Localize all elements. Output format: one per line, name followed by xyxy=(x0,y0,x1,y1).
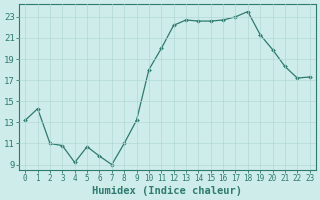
X-axis label: Humidex (Indice chaleur): Humidex (Indice chaleur) xyxy=(92,186,243,196)
